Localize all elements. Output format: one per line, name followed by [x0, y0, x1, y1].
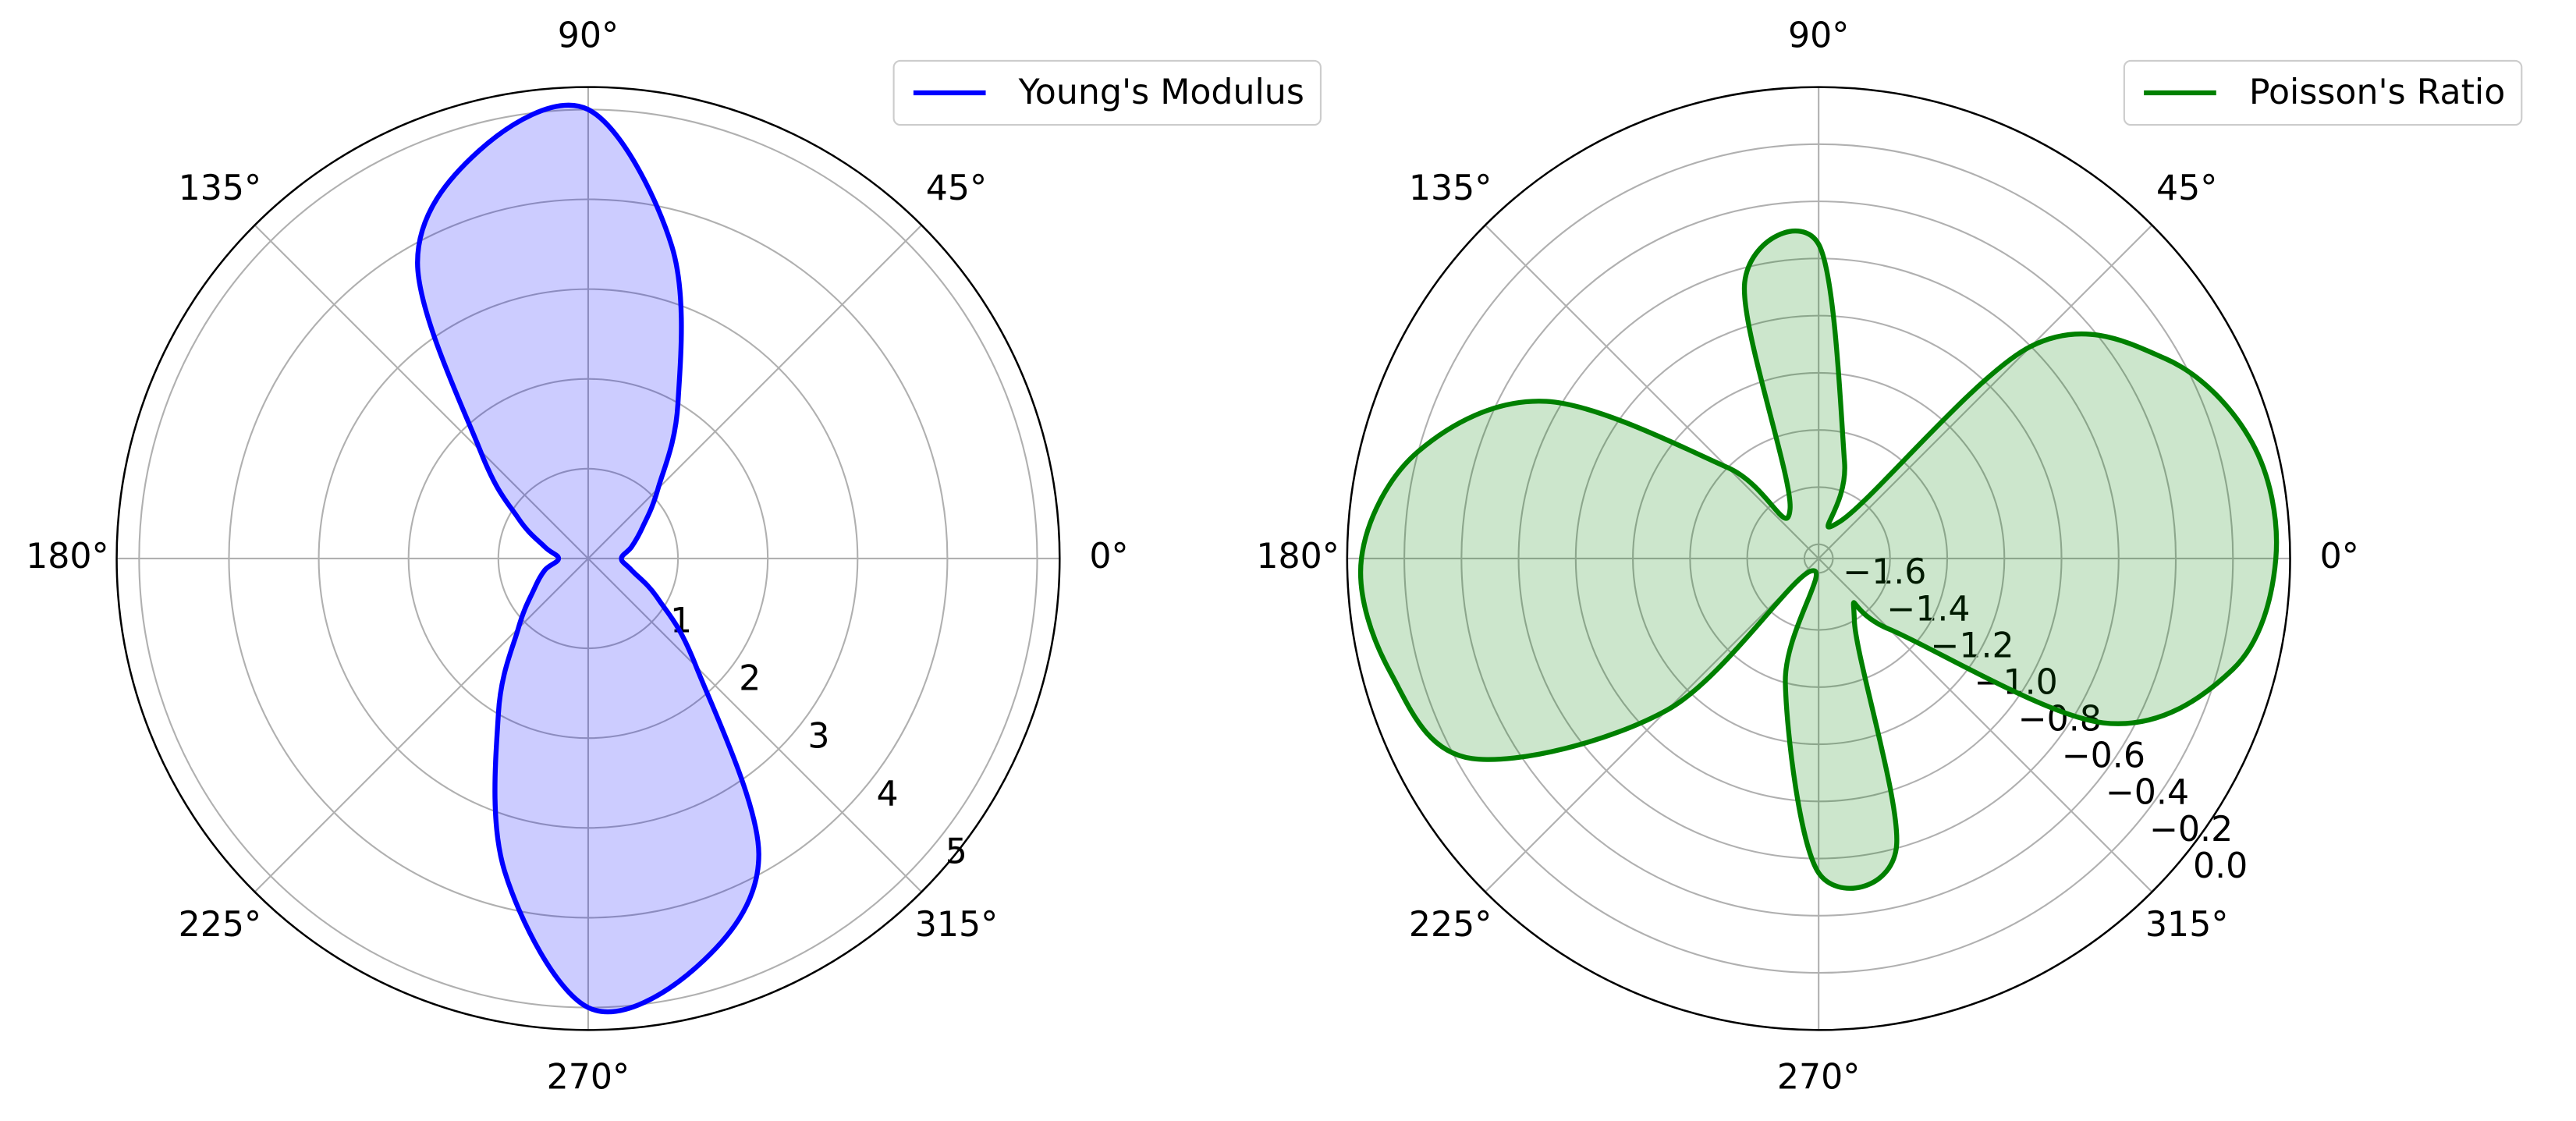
theta-tick-label: 45°	[926, 169, 987, 208]
radial-grid-ring	[318, 288, 859, 829]
radial-tick-label: 2	[739, 658, 761, 698]
radial-tick-label: −1.4	[1886, 589, 1970, 629]
radial-grid-ring	[1403, 143, 2234, 974]
area	[417, 105, 759, 1013]
theta-tick-label: 180°	[26, 537, 109, 576]
radial-grid-ring	[1574, 314, 2063, 803]
theta-tick-label: 180°	[1256, 537, 1339, 576]
radial-tick-label: 3	[807, 716, 829, 756]
theta-grid-line	[254, 224, 589, 559]
radial-tick-label: −0.2	[2149, 810, 2233, 850]
line	[1357, 228, 2280, 891]
radial-tick-label: −0.4	[2106, 773, 2189, 813]
theta-grid-line	[587, 558, 923, 893]
theta-tick-label: 45°	[2156, 169, 2217, 208]
theta-tick-label: 90°	[1788, 16, 1849, 55]
theta-tick-label: 315°	[915, 905, 999, 945]
theta-tick-label: 135°	[1409, 169, 1492, 208]
legend: Poisson's Ratio	[2123, 59, 2523, 126]
line	[415, 102, 761, 1015]
legend-label: Poisson's Ratio	[2249, 73, 2505, 112]
theta-tick-label: 135°	[179, 169, 262, 208]
theta-grid-line	[1818, 558, 2153, 893]
radial-grid-ring	[228, 198, 949, 919]
theta-grid-line	[1485, 224, 1819, 559]
legend: Young's Modulus	[892, 59, 1322, 126]
radial-grid-ring	[1746, 486, 1891, 631]
theta-tick-label: 225°	[1409, 905, 1492, 945]
radial-grid-ring	[1689, 429, 1949, 688]
theta-tick-label: 90°	[558, 16, 619, 55]
radial-grid-ring	[407, 378, 769, 740]
theta-grid-line	[1818, 224, 2153, 559]
radial-grid-ring	[1632, 371, 2006, 746]
radial-grid-ring	[497, 467, 679, 650]
legend-label: Young's Modulus	[1018, 73, 1304, 112]
theta-tick-label: 270°	[1777, 1058, 1861, 1098]
polar-frame	[115, 86, 1061, 1031]
radial-tick-label: −1.0	[1974, 662, 2057, 702]
theta-tick-label: 270°	[547, 1058, 630, 1098]
theta-grid-line	[1485, 558, 1819, 893]
radial-tick-label: −0.6	[2062, 736, 2145, 776]
theta-grid-line	[254, 558, 589, 893]
theta-tick-label: 225°	[179, 905, 262, 945]
theta-tick-label: 0°	[2320, 537, 2359, 576]
polar-frame	[1346, 86, 2291, 1031]
area	[1361, 231, 2277, 889]
radial-grid-ring	[1517, 257, 2120, 860]
radial-tick-label: 4	[877, 774, 899, 814]
theta-tick-label: 0°	[1089, 537, 1128, 576]
radial-grid-ring	[1460, 200, 2177, 917]
legend-box	[2123, 59, 2523, 126]
theta-tick-label: 315°	[2145, 905, 2229, 945]
theta-grid-line	[587, 224, 923, 559]
radial-tick-label: 0.0	[2193, 846, 2248, 886]
legend-box	[892, 59, 1322, 126]
